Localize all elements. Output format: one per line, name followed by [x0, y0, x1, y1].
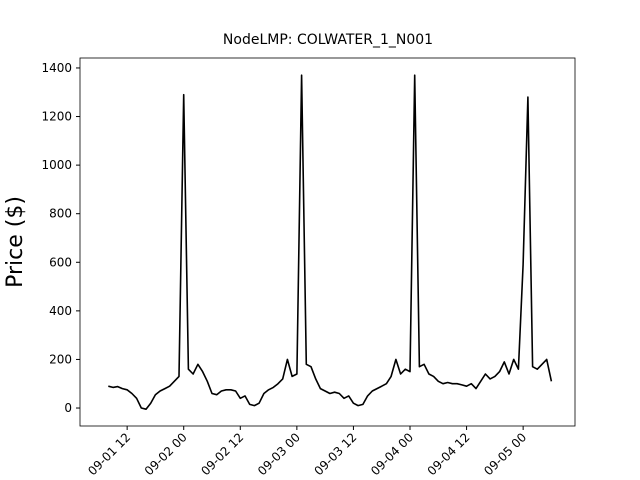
- plot-frame: [79, 57, 576, 427]
- y-tick-label: 200: [49, 352, 72, 366]
- x-tick-label: 09-05 00: [481, 430, 529, 478]
- x-tick-label: 09-03 12: [311, 430, 359, 478]
- y-tick-label: 600: [49, 255, 72, 269]
- price-line: [108, 74, 553, 410]
- y-tick-label: 1200: [41, 110, 72, 124]
- x-tick-label: 09-02 12: [198, 430, 246, 478]
- y-tick-label: 0: [64, 401, 72, 415]
- y-tick-label: 800: [49, 207, 72, 221]
- y-axis-label: Price ($): [3, 196, 28, 288]
- x-tick-label: 09-02 00: [142, 430, 190, 478]
- y-tick-label: 1400: [41, 61, 72, 75]
- x-tick-label: 09-04 00: [368, 430, 416, 478]
- y-tick-label: 1000: [41, 158, 72, 172]
- x-tick-label: 09-01 12: [85, 430, 133, 478]
- chart-title: NodeLMP: COLWATER_1_N001: [223, 32, 433, 48]
- y-tick-label: 400: [49, 304, 72, 318]
- x-tick-label: 09-03 00: [255, 430, 303, 478]
- x-tick-label: 09-04 12: [425, 430, 473, 478]
